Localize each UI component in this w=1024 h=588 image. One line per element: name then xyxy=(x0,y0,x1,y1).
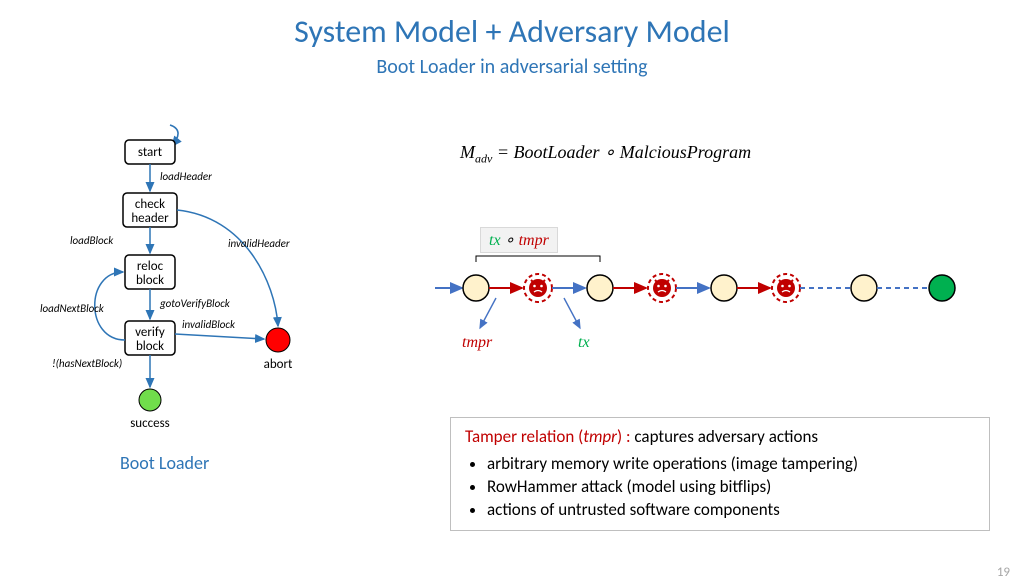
svg-text:start: start xyxy=(138,145,163,160)
page-title: System Model + Adversary Model xyxy=(0,12,1024,51)
svg-text:reloc: reloc xyxy=(137,259,164,274)
chain-bracket xyxy=(476,256,600,262)
eq-adv: adv xyxy=(475,152,492,166)
devil-icon-2 xyxy=(648,274,676,302)
label-loadnextblock: loadNextBlock xyxy=(40,302,105,315)
label-success: success xyxy=(130,416,170,431)
tamper-head-b: tmpr xyxy=(583,426,617,447)
label-hasnext: !(hasNextBlock) xyxy=(52,357,122,370)
svg-text:verify: verify xyxy=(135,325,165,340)
chain-state-4 xyxy=(851,275,877,301)
tamper-head-c: ) : xyxy=(617,426,634,447)
svg-text:check: check xyxy=(135,197,165,212)
tamper-heading: Tamper relation (tmpr) : captures advers… xyxy=(465,426,975,449)
node-verify-block: verify block xyxy=(125,321,175,355)
label-invalidheader: invalidHeader xyxy=(228,237,290,250)
eq-bootloader: BootLoader xyxy=(513,142,599,162)
tamper-relation-box: Tamper relation (tmpr) : captures advers… xyxy=(450,417,990,531)
edge-invalidblock xyxy=(175,334,264,339)
label-tmpr-below: tmpr xyxy=(462,334,492,352)
page-number: 19 xyxy=(997,565,1010,580)
chain-state-1 xyxy=(463,275,489,301)
ptr-tmpr xyxy=(480,298,496,328)
page-subtitle: Boot Loader in adversarial setting xyxy=(0,55,1024,79)
tamper-bullets: arbitrary memory write operations (image… xyxy=(465,453,975,522)
node-start: start xyxy=(125,140,175,164)
node-check-header: check header xyxy=(123,193,177,227)
tamper-head-a: Tamper relation ( xyxy=(465,426,583,447)
tamper-bullet-1: arbitrary memory write operations (image… xyxy=(487,453,975,476)
node-abort xyxy=(266,328,290,352)
bootloader-flowchart: start check header reloc block verify bl… xyxy=(0,122,360,462)
tamper-head-d: captures adversary actions xyxy=(634,426,818,447)
svg-text:header: header xyxy=(131,211,169,226)
svg-text:block: block xyxy=(136,273,164,288)
bootloader-caption: Boot Loader xyxy=(120,452,209,474)
tamper-bullet-2: RowHammer attack (model using bitflips) xyxy=(487,476,975,499)
label-loadheader: loadHeader xyxy=(160,170,212,183)
ptr-tx xyxy=(564,298,580,328)
chain-state-2 xyxy=(587,275,613,301)
chain-state-3 xyxy=(711,275,737,301)
devil-icon-3 xyxy=(772,274,800,302)
eq-malicious: MalciousProgram xyxy=(620,142,751,162)
adversary-chain xyxy=(430,242,990,362)
eq-m: M xyxy=(460,142,475,162)
label-invalidblock: invalidBlock xyxy=(182,318,236,331)
svg-text:block: block xyxy=(136,339,164,354)
label-gotoverify: gotoVerifyBlock xyxy=(159,297,231,310)
label-abort: abort xyxy=(264,357,293,372)
equation-madv: Madv = BootLoader ∘ MalciousProgram xyxy=(460,142,751,167)
eq-compose: ∘ xyxy=(600,142,620,162)
node-reloc-block: reloc block xyxy=(125,255,175,289)
eq-eq: = xyxy=(492,142,513,162)
label-loadblock: loadBlock xyxy=(70,234,114,247)
node-success xyxy=(139,389,161,411)
chain-final xyxy=(929,275,955,301)
tamper-bullet-3: actions of untrusted software components xyxy=(487,499,975,522)
devil-icon-1 xyxy=(524,274,552,302)
label-tx-below: tx xyxy=(578,334,590,352)
